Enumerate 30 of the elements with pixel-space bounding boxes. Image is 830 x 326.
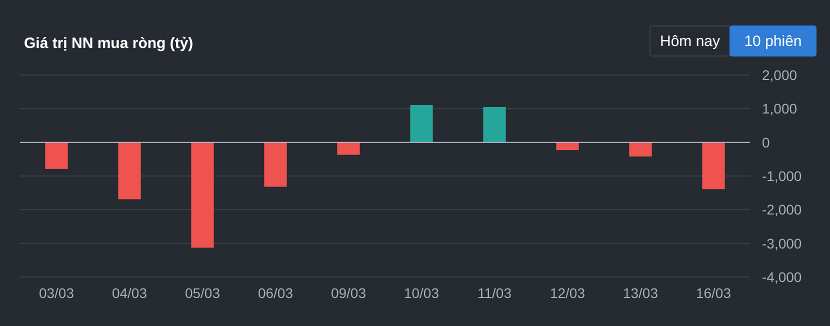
y-tick-label: 0 [762,134,770,150]
bar [410,104,433,142]
y-tick-label: -4,000 [762,269,802,285]
x-tick-label: 04/03 [112,285,148,301]
x-tick-label: 13/03 [622,285,658,301]
bar [264,142,287,187]
bar [118,142,141,200]
y-tick-label: 2,000 [762,67,798,83]
x-tick-label: 10/03 [404,285,440,301]
bar [45,142,68,169]
text: Hôm nay [660,33,721,50]
bar [702,142,725,190]
bar [191,142,214,248]
x-tick-label: 16/03 [696,285,732,301]
bar [556,142,579,150]
x-tick-label: 12/03 [550,285,586,301]
bar [483,106,506,142]
bar [629,142,652,156]
bar [337,142,360,155]
x-tick-label: 09/03 [330,285,366,301]
y-tick-label: -1,000 [762,168,802,184]
x-tick-label: 03/03 [38,285,74,301]
y-tick-label: 1,000 [762,100,798,117]
x-tick-label: 06/03 [258,285,294,301]
y-tick-label: -3,000 [762,235,802,252]
x-tick-label: 11/03 [478,285,512,301]
x-tick-label: 05/03 [184,285,220,301]
y-tick-label: -2,000 [762,202,802,218]
chart-title: Giá trị NN mua ròng (tỷ) [24,35,194,52]
text: 10 phiên [744,33,802,50]
